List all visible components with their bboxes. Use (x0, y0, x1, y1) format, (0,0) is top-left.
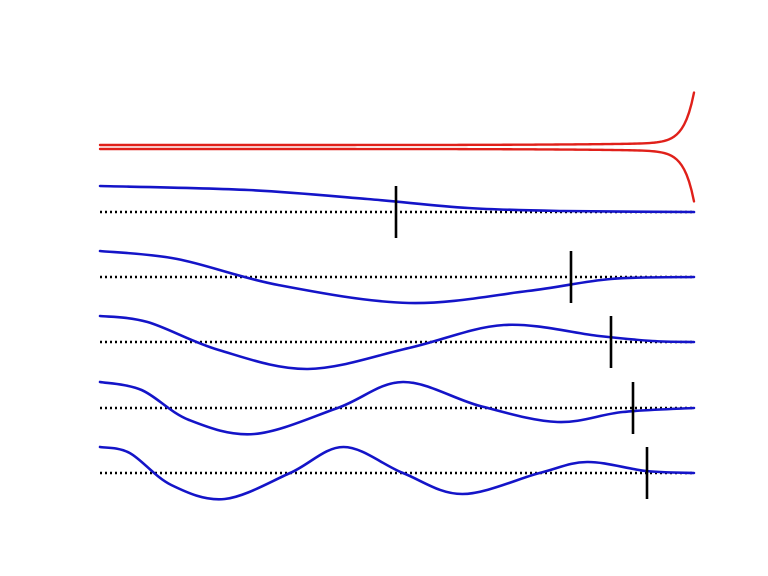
potential-curve-upper (98, 91, 696, 147)
mode-4-wave (98, 445, 696, 501)
mode-1 (98, 249, 696, 305)
mode-2 (98, 314, 696, 371)
mode-4 (98, 445, 696, 501)
mode-3-wave (98, 380, 696, 436)
mode-0 (98, 184, 696, 238)
mode-2-wave (98, 314, 696, 371)
mode-3 (98, 380, 696, 436)
mode-1-wave (98, 249, 696, 305)
mode-0-wave (98, 184, 696, 214)
potential-curve-lower (98, 147, 696, 203)
mode-stack (98, 184, 696, 501)
potential-profile (98, 91, 696, 203)
